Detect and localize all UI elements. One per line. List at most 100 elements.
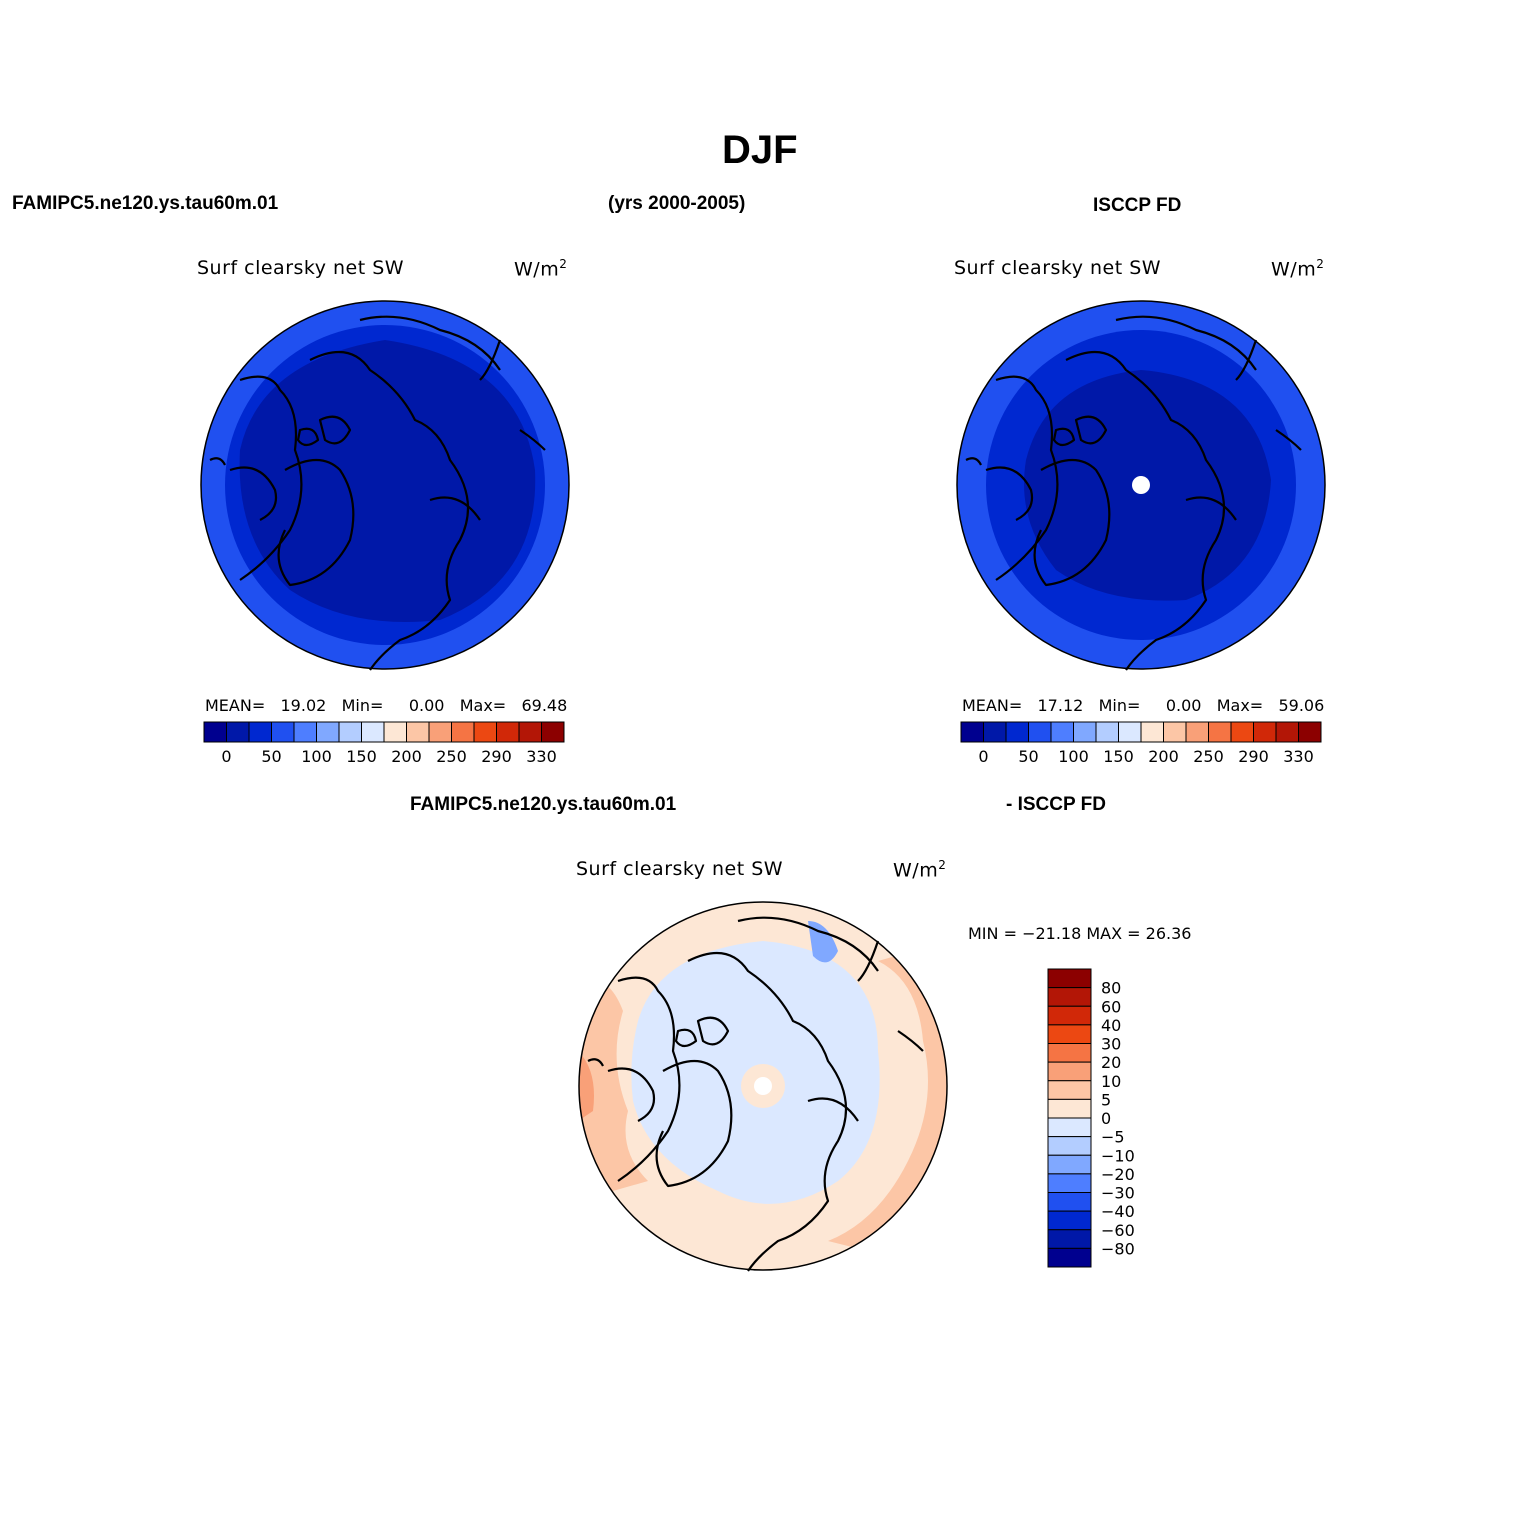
colorbar-tick-label: 0 — [221, 747, 231, 766]
colorbar-swatch — [1047, 1173, 1092, 1193]
diff-variable-label: Surf clearsky net SW — [576, 858, 784, 880]
colorbar-tick-label: −40 — [1101, 1202, 1135, 1221]
coastline-segment — [1033, 459, 1111, 587]
header-case-name: FAMIPC5.ne120.ys.tau60m.01 — [12, 193, 279, 214]
colorbar-swatch — [983, 721, 1007, 743]
coastline-segment — [296, 427, 320, 447]
header-years: (yrs 2000-2005) — [608, 193, 746, 214]
coastline-segment — [1074, 415, 1108, 445]
colorbar-swatch — [473, 721, 497, 743]
colorbar-swatch — [1208, 721, 1232, 743]
colorbar-swatch — [1140, 721, 1164, 743]
colorbar-tick-label: 290 — [481, 747, 512, 766]
colorbar-tick-label: 0 — [978, 747, 988, 766]
coastline-segment — [607, 1067, 656, 1122]
colorbar-tick-label: −80 — [1101, 1239, 1135, 1258]
colorbar-swatch — [1047, 1098, 1092, 1119]
colorbar-swatch — [1163, 721, 1187, 743]
map-diff-warm-west — [579, 979, 648, 1201]
colorbar-swatch — [1047, 1154, 1092, 1175]
diff-header-obs: - ISCCP FD — [1006, 794, 1106, 815]
colorbar-tick-label: 20 — [1101, 1053, 1121, 1072]
colorbar-swatch — [1047, 1247, 1092, 1268]
colorbar-swatch — [428, 721, 452, 743]
coastline-segment — [897, 1030, 924, 1052]
coastline-segment — [309, 350, 470, 671]
coastline-segment — [696, 1016, 730, 1046]
colorbar-swatch — [1073, 721, 1097, 743]
coastline-segment — [229, 466, 278, 521]
colorbar-swatch — [271, 721, 295, 743]
colorbar-swatch — [1005, 721, 1029, 743]
map-obs-polar — [956, 300, 1326, 671]
diff-units: W/m2 — [893, 858, 947, 882]
coastlines-icon — [587, 916, 924, 1272]
coastlines-icon — [209, 315, 546, 671]
main-title: DJF — [722, 128, 798, 172]
colorbar-tick-label: 60 — [1101, 997, 1121, 1016]
map-diff-polar — [578, 901, 948, 1272]
colorbar-swatch — [1253, 721, 1277, 743]
colorbar-swatch — [518, 721, 542, 743]
coastline-segment — [674, 1028, 698, 1048]
coastline-segment — [479, 339, 502, 381]
colorbar-swatch — [541, 721, 565, 743]
colorbar-tick-label: 40 — [1101, 1016, 1121, 1035]
colorbar-swatch — [1047, 1229, 1092, 1249]
colorbar-tick-label: 50 — [1018, 747, 1038, 766]
map-obs-pole-hole — [1132, 476, 1150, 494]
colorbar-tick-label: 30 — [1101, 1035, 1121, 1054]
map-model-polar — [200, 300, 570, 671]
coastline-segment — [239, 375, 303, 581]
colorbar-tick-label: 50 — [261, 747, 281, 766]
coastline-segment — [857, 940, 880, 982]
colorbar-tick-label: 10 — [1101, 1072, 1121, 1091]
coastline-segment — [687, 951, 848, 1272]
colorbar-swatch — [338, 721, 362, 743]
map-model-inner — [239, 340, 536, 622]
colorbar-swatch — [316, 721, 340, 743]
colorbar-tick-label: 250 — [1193, 747, 1224, 766]
colorbar-swatch — [226, 721, 250, 743]
colorbar-tick-label: −30 — [1101, 1184, 1135, 1203]
colorbar-tick-label: 290 — [1238, 747, 1269, 766]
diff-header-case: FAMIPC5.ne120.ys.tau60m.01 — [410, 794, 677, 815]
colorbar-swatch — [1047, 1210, 1092, 1231]
colorbar-swatch — [1275, 721, 1299, 743]
coastline-segment — [519, 429, 546, 451]
colorbar-swatch — [1185, 721, 1209, 743]
panel-model-variable-label: Surf clearsky net SW — [197, 257, 405, 279]
colorbar-swatch — [1028, 721, 1052, 743]
coastline-segment — [1115, 315, 1257, 371]
map-diff-warm-west-strong — [579, 1051, 594, 1121]
coastline-segment — [587, 1058, 604, 1067]
colorbar-tick-label: 100 — [301, 747, 332, 766]
coastline-segment — [1185, 496, 1237, 521]
coastline-segment — [318, 415, 352, 445]
colorbar-swatch — [1050, 721, 1074, 743]
coastline-segment — [359, 315, 501, 371]
coastline-segment — [617, 976, 681, 1182]
colorbar-tick-label: 330 — [1283, 747, 1314, 766]
coastline-segment — [429, 496, 481, 521]
coastline-segment — [1065, 350, 1226, 671]
colorbar-tick-label: 5 — [1101, 1090, 1111, 1109]
colorbar-tick-label: 250 — [436, 747, 467, 766]
coastline-segment — [209, 457, 226, 466]
colorbar-swatch — [1298, 721, 1322, 743]
colorbar-tick-label: 150 — [346, 747, 377, 766]
colorbar-swatch — [1118, 721, 1142, 743]
colorbar-tick-label: −5 — [1101, 1128, 1125, 1147]
map-diff-pole-hole — [754, 1077, 772, 1095]
coastline-segment — [807, 1097, 859, 1122]
coastline-segment — [985, 466, 1034, 521]
header-obs-name: ISCCP FD — [1093, 195, 1182, 216]
coastline-segment — [995, 375, 1059, 581]
colorbar-swatch — [383, 721, 407, 743]
coastline-segment — [1275, 429, 1302, 451]
colorbar-tick-label: 150 — [1103, 747, 1134, 766]
colorbar-swatch — [203, 721, 227, 743]
coastline-segment — [1235, 339, 1258, 381]
colorbar-swatch — [496, 721, 520, 743]
